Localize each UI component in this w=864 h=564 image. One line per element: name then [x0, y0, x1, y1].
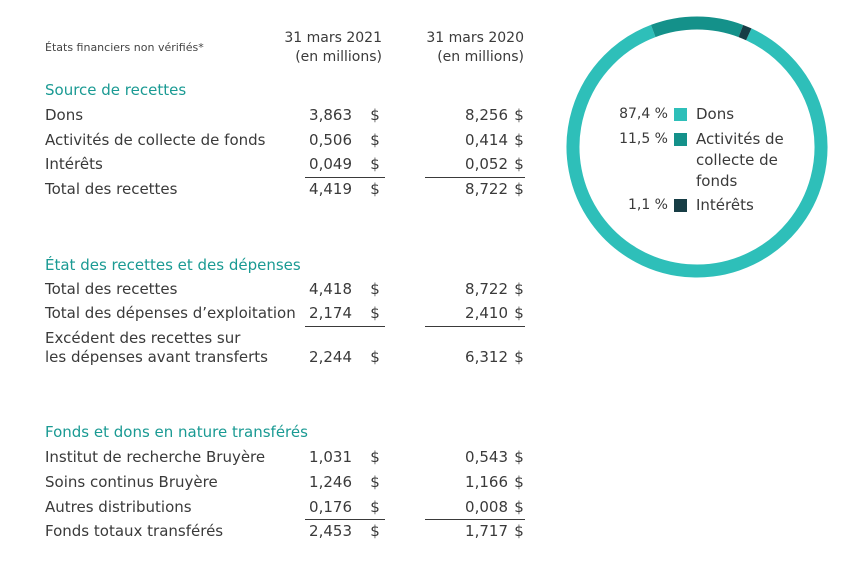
legend-label-fundraising: Activités de collecte de fonds [696, 129, 784, 192]
row-label: Intérêts [45, 155, 103, 173]
currency-symbol: $ [514, 498, 524, 516]
currency-symbol: $ [514, 131, 524, 149]
value-2020: 8,256 [465, 106, 508, 124]
donut-slice-interest [738, 24, 752, 41]
row-label: Total des recettes [45, 280, 178, 298]
value-2021: 4,419 [309, 180, 352, 198]
currency-symbol: $ [370, 473, 380, 491]
currency-symbol: $ [514, 473, 524, 491]
value-2020: 0,543 [465, 448, 508, 466]
value-2020: 6,312 [465, 348, 508, 366]
row-label: Fonds totaux transférés [45, 522, 224, 540]
donut-slice-dons [566, 24, 828, 278]
legend-label-interest: Intérêts [696, 195, 754, 216]
row-label: Soins continus Bruyère [45, 473, 218, 491]
legend-pct-dons: 87,4 % [619, 106, 668, 122]
currency-symbol: $ [370, 106, 380, 124]
row-label: Total des recettes [45, 180, 178, 198]
legend-pct-fundraising: 11,5 % [619, 131, 668, 147]
total-rule [305, 177, 385, 178]
total-rule [305, 519, 385, 520]
section-title-transfers: Fonds et dons en nature transférés [45, 423, 308, 441]
total-rule [305, 326, 385, 327]
currency-symbol: $ [370, 348, 380, 366]
currency-symbol: $ [514, 448, 524, 466]
currency-symbol: $ [370, 180, 380, 198]
currency-symbol: $ [370, 131, 380, 149]
value-2021: 0,176 [309, 498, 352, 516]
column-2020-unit: (en millions) [437, 49, 524, 65]
total-rule [425, 177, 525, 178]
value-2020: 8,722 [465, 280, 508, 298]
value-2021: 0,506 [309, 131, 352, 149]
section-title-statement: État des recettes et des dépenses [45, 256, 301, 274]
total-rule [425, 326, 525, 327]
currency-symbol: $ [370, 448, 380, 466]
currency-symbol: $ [370, 498, 380, 516]
value-2021: 4,418 [309, 280, 352, 298]
value-2020: 0,008 [465, 498, 508, 516]
row-label: Institut de recherche Bruyère [45, 448, 266, 466]
row-label: Total des dépenses d’exploitation [45, 304, 296, 322]
column-header-2020: 31 mars 2020 (en millions) [412, 29, 524, 67]
value-2020: 2,410 [465, 304, 508, 322]
row-label: Dons [45, 106, 84, 124]
value-2020: 0,414 [465, 131, 508, 149]
legend-swatch-fundraising [674, 133, 687, 146]
total-rule [425, 519, 525, 520]
legend-label-line: Intérêts [696, 196, 754, 214]
currency-symbol: $ [514, 106, 524, 124]
row-label-line1: Excédent des recettes sur [45, 329, 241, 347]
legend-label-line: Dons [696, 105, 735, 123]
column-2020-date: 31 mars 2020 [426, 30, 524, 46]
currency-symbol: $ [370, 522, 380, 540]
column-2021-unit: (en millions) [295, 49, 382, 65]
value-2021: 0,049 [309, 155, 352, 173]
currency-symbol: $ [370, 280, 380, 298]
column-header-2021: 31 mars 2021 (en millions) [282, 29, 382, 67]
legend-label-line: fonds [696, 172, 738, 190]
currency-symbol: $ [514, 180, 524, 198]
legend-swatch-dons [674, 108, 687, 121]
donut-ring [566, 16, 828, 278]
column-2021-date: 31 mars 2021 [284, 30, 382, 46]
value-2021: 2,174 [309, 304, 352, 322]
currency-symbol: $ [514, 348, 524, 366]
row-label-line2: les dépenses avant transferts [45, 348, 268, 366]
value-2020: 0,052 [465, 155, 508, 173]
value-2021: 1,031 [309, 448, 352, 466]
currency-symbol: $ [370, 155, 380, 173]
value-2021: 1,246 [309, 473, 352, 491]
row-label: Autres distributions [45, 498, 192, 516]
currency-symbol: $ [514, 280, 524, 298]
value-2021: 3,863 [309, 106, 352, 124]
value-2021: 2,453 [309, 522, 352, 540]
currency-symbol: $ [370, 304, 380, 322]
currency-symbol: $ [514, 304, 524, 322]
legend-label-line: collecte de [696, 151, 778, 169]
legend-label-dons: Dons [696, 104, 734, 125]
legend-pct-interest: 1,1 % [627, 197, 668, 213]
value-2020: 1,166 [465, 473, 508, 491]
row-label: Activités de collecte de fonds [45, 131, 266, 149]
legend-swatch-interest [674, 199, 687, 212]
value-2020: 1,717 [465, 522, 508, 540]
currency-symbol: $ [514, 522, 524, 540]
donut-slice-fundraising [650, 16, 744, 38]
value-2021: 2,244 [309, 348, 352, 366]
legend-label-line: Activités de [696, 130, 784, 148]
section-title-revenue-sources: Source de recettes [45, 81, 187, 99]
unaudited-note: États financiers non vérifiés* [45, 41, 204, 54]
value-2020: 8,722 [465, 180, 508, 198]
currency-symbol: $ [514, 155, 524, 173]
